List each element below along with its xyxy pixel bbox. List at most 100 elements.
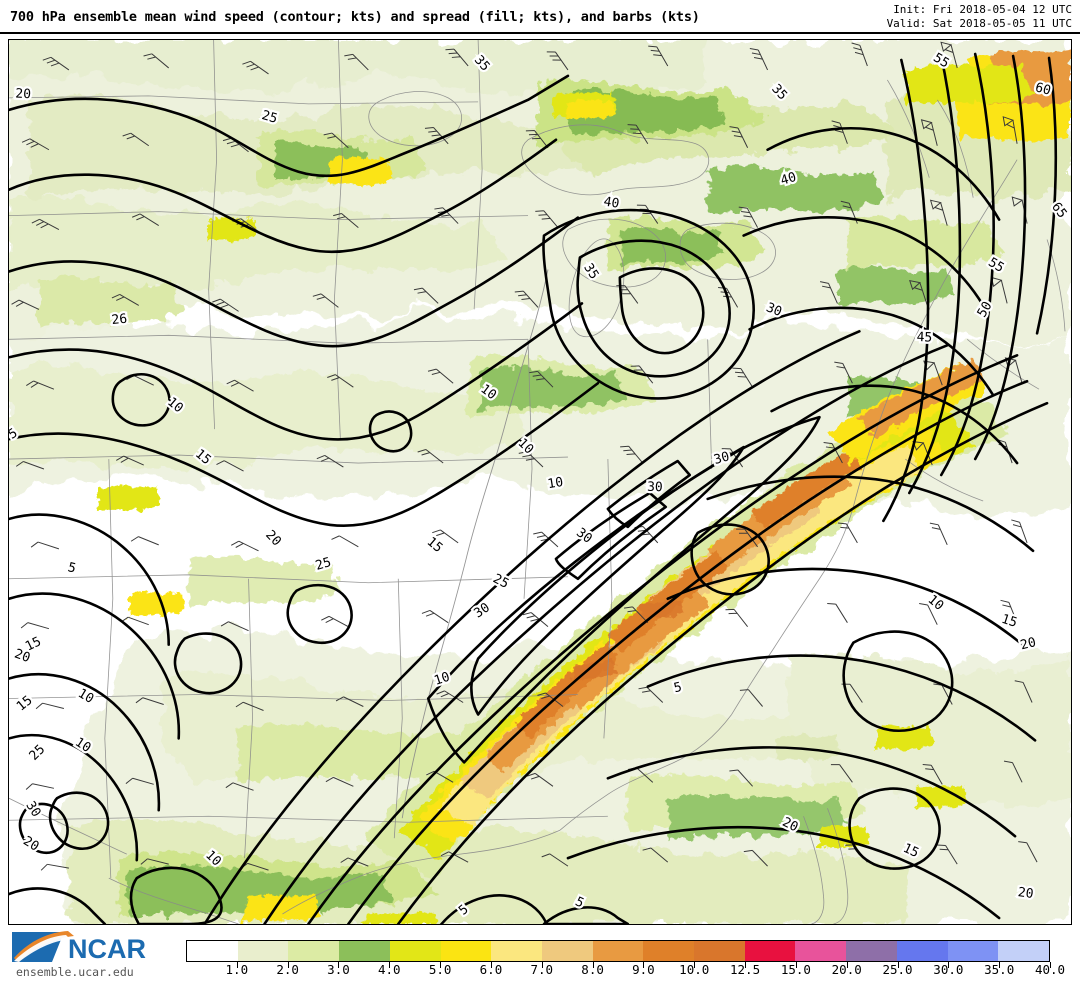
colorbar-tick-label: 2.0 bbox=[276, 962, 299, 977]
svg-text:26: 26 bbox=[111, 312, 128, 329]
colorbar-swatch[interactable] bbox=[187, 941, 238, 961]
colorbar-tick-label: 1.0 bbox=[225, 962, 249, 977]
svg-text:30: 30 bbox=[764, 300, 784, 320]
svg-text:55: 55 bbox=[985, 255, 1006, 276]
colorbar-tick bbox=[338, 962, 340, 968]
colorbar-tick-label: 4.0 bbox=[377, 962, 401, 977]
colorbar-swatch[interactable] bbox=[389, 941, 441, 961]
valid-time: Valid: Sat 2018-05-05 11 UTC bbox=[886, 16, 1072, 30]
colorbar-swatch[interactable] bbox=[339, 941, 390, 961]
svg-text:15: 15 bbox=[901, 841, 922, 861]
svg-text:15: 15 bbox=[999, 612, 1018, 631]
svg-text:20: 20 bbox=[1017, 885, 1035, 902]
colorbar-swatch[interactable] bbox=[592, 941, 644, 961]
svg-text:15: 15 bbox=[23, 634, 44, 654]
colorbar-swatch[interactable] bbox=[846, 941, 897, 961]
colorbar-tick-label: 12.5 bbox=[729, 962, 761, 977]
svg-text:25: 25 bbox=[314, 555, 333, 574]
ncar-logo: NCAR ensemble.ucar.edu bbox=[6, 928, 172, 980]
svg-text:20: 20 bbox=[780, 815, 801, 835]
svg-text:25: 25 bbox=[490, 571, 511, 592]
colorbar-tick bbox=[694, 962, 696, 968]
colorbar-tick-label: 5.0 bbox=[428, 962, 452, 977]
svg-text:40: 40 bbox=[603, 195, 621, 212]
colorbar-tick-label: 7.0 bbox=[530, 962, 554, 977]
colorbar-tick-label: 40.0 bbox=[1034, 962, 1066, 977]
colorbar-swatch[interactable] bbox=[744, 941, 796, 961]
colorbar-swatch[interactable] bbox=[440, 941, 492, 961]
svg-text:5: 5 bbox=[9, 426, 20, 443]
svg-text:15: 15 bbox=[999, 612, 1018, 631]
header-divider bbox=[0, 32, 1080, 34]
timestamp-block: Init: Fri 2018-05-04 12 UTC Valid: Sat 2… bbox=[887, 3, 1072, 30]
svg-text:40: 40 bbox=[779, 170, 798, 189]
svg-text:30: 30 bbox=[573, 525, 595, 546]
svg-text:30: 30 bbox=[647, 480, 663, 496]
svg-text:30: 30 bbox=[471, 600, 492, 621]
colorbar-swatch[interactable] bbox=[288, 941, 340, 961]
svg-text:5: 5 bbox=[672, 680, 683, 696]
colorbar-tick-label: 6.0 bbox=[479, 962, 503, 977]
svg-text:30: 30 bbox=[712, 449, 731, 468]
svg-text:20: 20 bbox=[20, 834, 41, 855]
svg-text:10: 10 bbox=[72, 735, 93, 756]
colorbar[interactable] bbox=[186, 940, 1050, 962]
page-title: 700 hPa ensemble mean wind speed (contou… bbox=[10, 9, 700, 25]
svg-text:60: 60 bbox=[1033, 80, 1052, 99]
colorbar-tick bbox=[897, 962, 899, 968]
colorbar-tick-marks bbox=[186, 962, 1051, 972]
svg-text:5: 5 bbox=[66, 560, 77, 576]
colorbar-tick bbox=[236, 962, 238, 968]
svg-text:20: 20 bbox=[15, 86, 31, 102]
colorbar-tick bbox=[948, 962, 950, 968]
colorbar-swatch[interactable] bbox=[643, 941, 695, 961]
svg-text:10: 10 bbox=[477, 382, 499, 403]
svg-text:55: 55 bbox=[930, 50, 951, 71]
svg-text:65: 65 bbox=[1048, 200, 1069, 222]
svg-text:60: 60 bbox=[1033, 80, 1052, 99]
svg-text:30: 30 bbox=[712, 449, 731, 468]
wind-speed-contour-layer bbox=[9, 52, 1058, 924]
colorbar-tick bbox=[795, 962, 797, 968]
colorbar-swatch[interactable] bbox=[694, 941, 745, 961]
svg-text:25: 25 bbox=[260, 108, 279, 127]
colorbar-swatch[interactable] bbox=[795, 941, 847, 961]
header: 700 hPa ensemble mean wind speed (contou… bbox=[0, 0, 1080, 34]
colorbar-tick bbox=[643, 962, 645, 968]
colorbar-tick bbox=[287, 962, 289, 968]
svg-text:10: 10 bbox=[432, 670, 451, 689]
logo-white-swoosh bbox=[14, 935, 70, 962]
svg-text:40: 40 bbox=[603, 195, 621, 212]
ncar-logo-graphic: NCAR ensemble.ucar.edu bbox=[12, 931, 146, 979]
colorbar-tick-label: 20.0 bbox=[831, 962, 862, 977]
colorbar-swatch[interactable] bbox=[541, 941, 593, 961]
colorbar-tick bbox=[389, 962, 391, 968]
colorbar-swatch[interactable] bbox=[237, 941, 289, 961]
svg-text:35: 35 bbox=[580, 261, 601, 282]
colorbar-swatch[interactable] bbox=[998, 941, 1049, 961]
colorbar-tick bbox=[846, 962, 848, 968]
colorbar-tick-label: 3.0 bbox=[327, 962, 350, 977]
colorbar-tick bbox=[745, 962, 747, 968]
colorbar-tick bbox=[440, 962, 442, 968]
colorbar-swatch[interactable] bbox=[947, 941, 999, 961]
colorbar-swatch[interactable] bbox=[491, 941, 542, 961]
spread-fill-layer bbox=[9, 40, 1071, 924]
svg-text:50: 50 bbox=[975, 299, 996, 320]
logo-wordmark: NCAR bbox=[68, 934, 146, 964]
colorbar-tick bbox=[1050, 962, 1051, 968]
colorbar-swatch[interactable] bbox=[896, 941, 948, 961]
svg-text:26: 26 bbox=[111, 312, 128, 329]
svg-text:30: 30 bbox=[22, 799, 43, 820]
colorbar-tick-label: 25.0 bbox=[882, 962, 913, 977]
svg-text:20: 20 bbox=[12, 647, 32, 666]
